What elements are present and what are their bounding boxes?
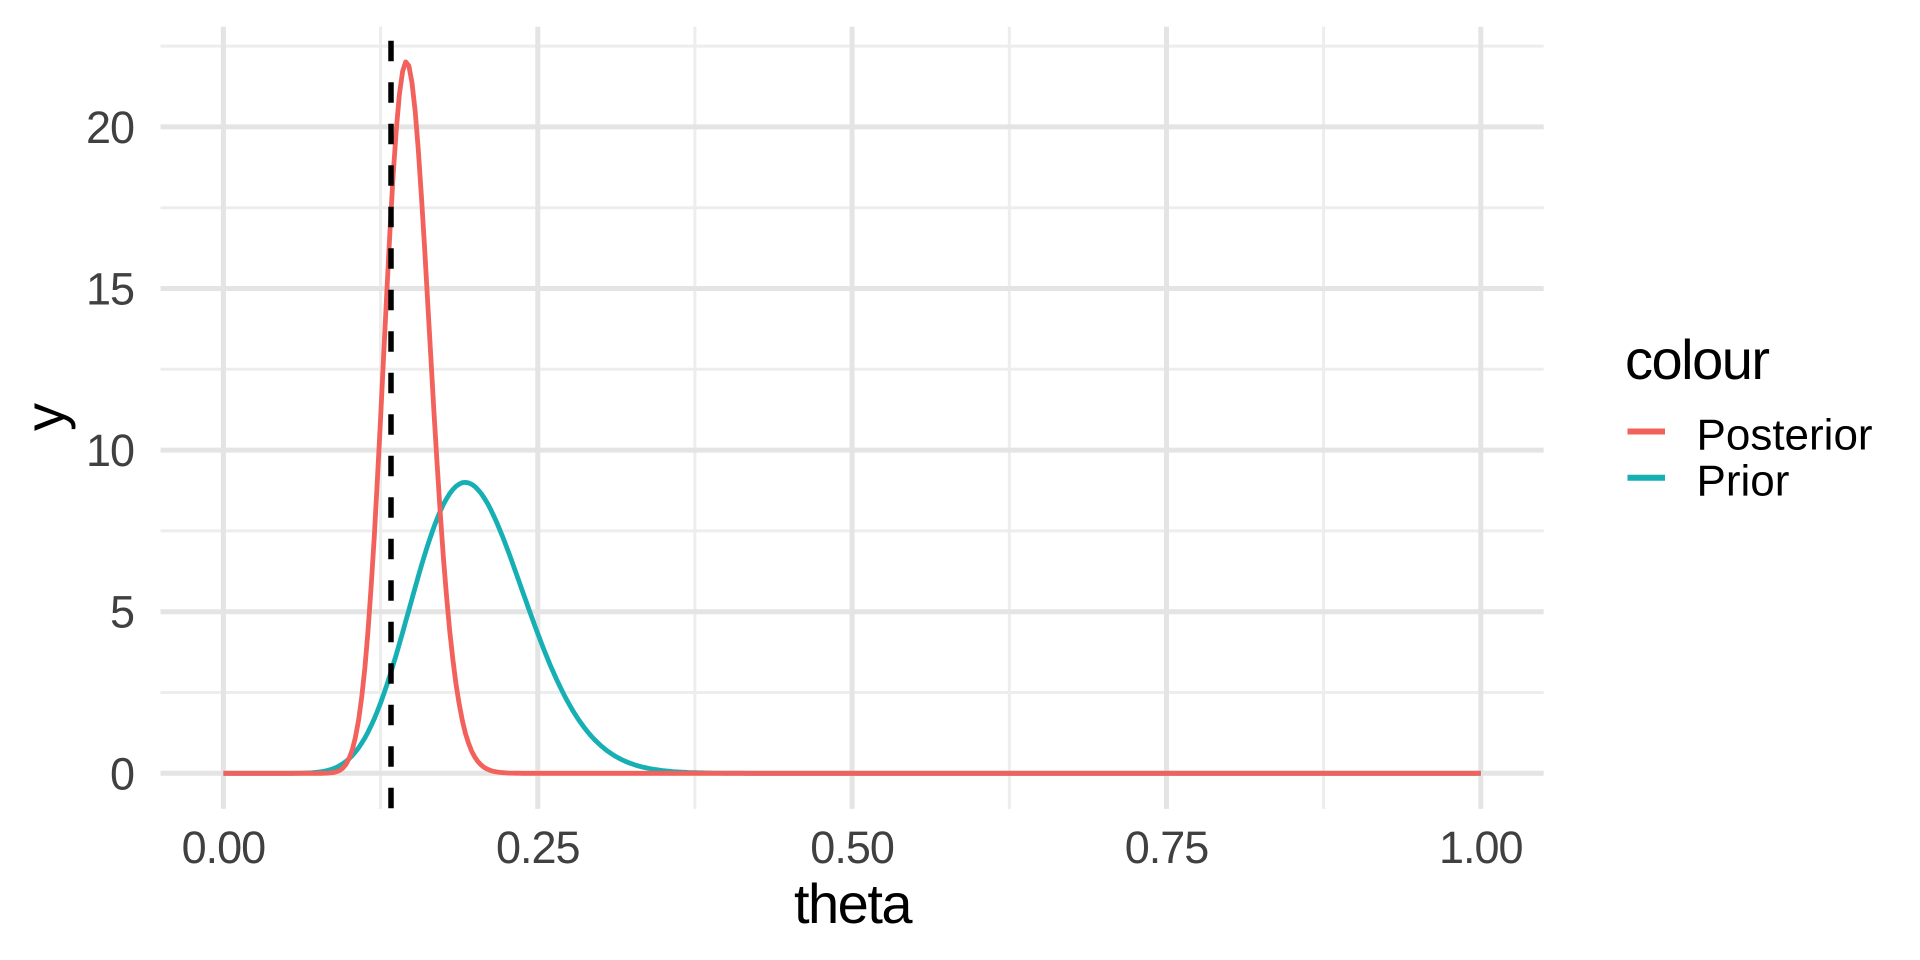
svg-text:0.00: 0.00 <box>182 822 266 873</box>
svg-text:0.25: 0.25 <box>496 822 580 873</box>
svg-text:10: 10 <box>86 425 134 476</box>
svg-text:15: 15 <box>86 264 134 315</box>
svg-text:y: y <box>13 403 76 431</box>
svg-text:colour: colour <box>1625 328 1769 391</box>
svg-text:1.00: 1.00 <box>1439 822 1523 873</box>
svg-text:0.50: 0.50 <box>810 822 894 873</box>
svg-text:0.75: 0.75 <box>1125 822 1209 873</box>
svg-text:0: 0 <box>110 748 134 799</box>
svg-text:Prior: Prior <box>1697 456 1790 505</box>
svg-text:theta: theta <box>794 872 913 935</box>
svg-text:20: 20 <box>86 102 134 153</box>
svg-text:5: 5 <box>110 587 134 638</box>
svg-text:Posterior: Posterior <box>1697 411 1873 460</box>
